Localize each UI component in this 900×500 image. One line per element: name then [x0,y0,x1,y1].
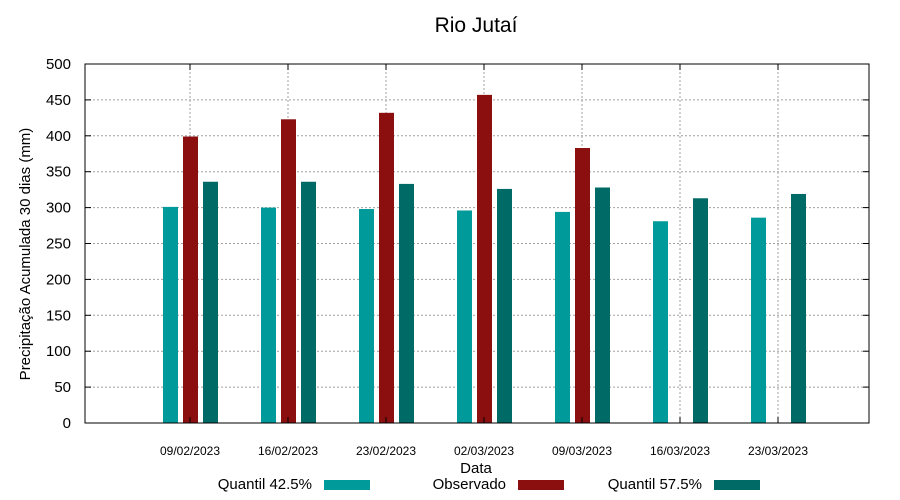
x-tick-label: 16/02/2023 [258,444,318,458]
bar-quantil-42-5- [261,207,276,423]
bars-layer [163,94,806,424]
y-tick-label: 300 [46,200,71,217]
x-tick-label: 23/03/2023 [748,444,808,458]
legend: Quantil 42.5% Observado Quantil 57.5% [218,476,760,493]
y-tick-label: 100 [46,343,71,360]
bar-quantil-57-5- [301,181,316,423]
legend-swatch [324,480,370,490]
bar-observado [183,136,198,423]
bar-observado [379,112,394,423]
chart-title: Rio Jutaí [435,14,518,37]
y-tick-label: 0 [63,415,71,432]
y-tick-label: 50 [54,379,71,396]
y-tick-label: 250 [46,236,71,253]
bar-quantil-57-5- [595,187,610,423]
x-tick-label: 09/02/2023 [160,444,220,458]
legend-label: Quantil 42.5% [218,476,312,493]
x-tick-label: 09/03/2023 [552,444,612,458]
bar-quantil-42-5- [751,217,766,423]
bar-quantil-42-5- [163,206,178,423]
bar-quantil-42-5- [653,221,668,423]
y-tick-label: 200 [46,271,71,288]
y-axis-label: Precipitação Acumulada 30 dias (mm) [17,128,34,381]
y-tick-label: 400 [46,128,71,145]
bar-quantil-57-5- [791,193,806,423]
y-tick-label: 450 [46,92,71,109]
ticks-layer: 0 50 100 150 200 250 300 350 400 450 500 09/02/2023… [46,56,869,458]
bar-quantil-42-5- [457,210,472,423]
x-tick-label: 02/03/2023 [454,444,514,458]
legend-label: Quantil 57.5% [608,476,702,493]
x-tick-label: 23/02/2023 [356,444,416,458]
x-axis-label: Data [460,460,492,477]
y-tick-label: 150 [46,307,71,324]
bar-quantil-57-5- [693,198,708,423]
bar-observado [281,119,296,423]
y-tick-label: 350 [46,164,71,181]
bar-quantil-57-5- [399,183,414,423]
bar-quantil-42-5- [359,209,374,423]
bar-observado [575,148,590,424]
bar-quantil-57-5- [203,181,218,423]
bar-quantil-57-5- [497,188,512,423]
legend-label: Observado [433,476,506,493]
legend-swatch [518,480,564,490]
bar-observado [477,94,492,424]
bar-quantil-42-5- [555,211,570,423]
x-tick-label: 16/03/2023 [650,444,710,458]
y-tick-label: 500 [46,56,71,73]
legend-swatch [714,480,760,490]
